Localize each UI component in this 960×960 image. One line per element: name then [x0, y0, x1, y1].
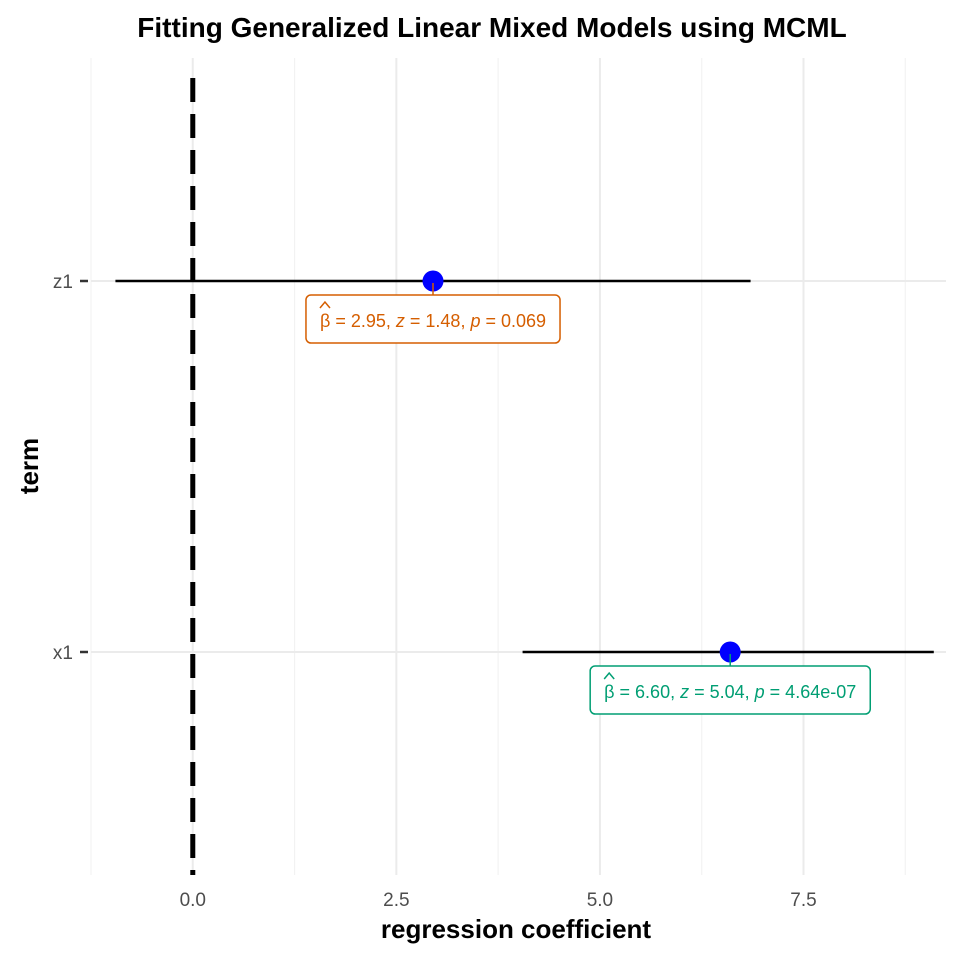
estimate-point-x1: [719, 641, 741, 663]
z-value: = 1.48,: [405, 311, 471, 331]
z-symbol: z: [679, 682, 689, 702]
p-symbol: p: [754, 682, 765, 702]
beta-value: = 2.95,: [330, 311, 396, 331]
estimate-label-z1: β = 2.95, z = 1.48, p = 0.069: [305, 283, 561, 344]
y-axis-title: term: [14, 438, 44, 494]
estimate-label-x1: β = 6.60, z = 5.04, p = 4.64e-07: [589, 654, 872, 715]
label-box-x1: [589, 665, 872, 715]
z-value: = 5.04,: [689, 682, 755, 702]
z-symbol: z: [395, 311, 405, 331]
grid: [90, 58, 946, 875]
marks: [115, 270, 934, 663]
axes: z1 x1 0.0 2.5 5.0 7.5: [53, 272, 817, 911]
x-tick-label: 7.5: [790, 890, 816, 911]
x-tick-label: 5.0: [587, 890, 613, 911]
p-value: = 4.64e-07: [765, 682, 857, 702]
x-tick-label: 2.5: [383, 890, 409, 911]
beta-hat-x1: [603, 671, 615, 680]
beta-symbol: β: [320, 311, 330, 331]
p-value: = 0.069: [480, 311, 546, 331]
beta-symbol: β: [604, 682, 614, 702]
label-text-z1: β = 2.95, z = 1.48, p = 0.069: [320, 311, 546, 331]
label-box-z1: [305, 294, 561, 344]
beta-value: = 6.60,: [615, 682, 681, 702]
estimate-point-z1: [422, 270, 444, 292]
x-tick-label: 0.0: [180, 890, 206, 911]
x-axis-title: regression coefficient: [381, 914, 652, 944]
y-tick-label-x1: x1: [53, 643, 73, 664]
p-symbol: p: [469, 311, 480, 331]
beta-hat-z1: [319, 300, 331, 309]
label-text-x1: β = 6.60, z = 5.04, p = 4.64e-07: [604, 682, 856, 702]
chart-title: Fitting Generalized Linear Mixed Models …: [137, 12, 846, 43]
y-tick-label-z1: z1: [53, 272, 73, 293]
